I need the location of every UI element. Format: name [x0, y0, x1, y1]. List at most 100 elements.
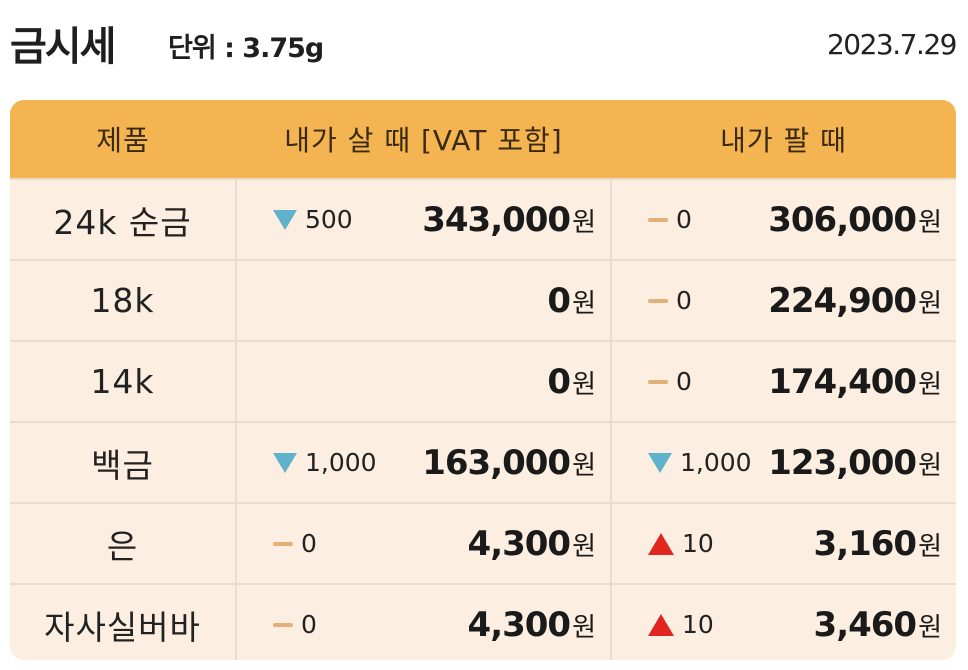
column-header-product: 제품 [10, 100, 236, 179]
buy-price: 0 원 [547, 281, 596, 321]
column-header-sell: 내가 팔 때 [611, 100, 956, 179]
buy-cell: 0 4,300 원 [235, 583, 611, 660]
sell-change-value: 1,000 [680, 448, 752, 477]
sell-price-value: 3,160 [813, 523, 918, 564]
down-triangle-icon [648, 452, 672, 473]
buy-cell: 0 원 [235, 259, 611, 341]
sell-price-value: 306,000 [768, 199, 917, 240]
product-name: 14k [10, 340, 236, 422]
dash-icon [648, 379, 668, 384]
currency-label: 원 [918, 531, 942, 562]
page-title: 금시세 [10, 24, 116, 70]
buy-price: 343,000 원 [422, 200, 596, 240]
up-triangle-icon [648, 532, 674, 555]
currency-label: 원 [918, 450, 942, 481]
table-row: 14k 0 원 0 174,400 원 [10, 340, 956, 422]
product-name: 18k [10, 259, 236, 341]
table-row: 은 0 4,300 원 10 3,160 원 [10, 502, 956, 584]
buy-change: 1,000 [273, 448, 377, 477]
sell-cell: 0 306,000 원 [610, 178, 956, 260]
sell-change-value: 0 [676, 205, 692, 234]
buy-price-value: 4,300 [467, 604, 572, 645]
buy-change-value: 1,000 [305, 448, 377, 477]
currency-label: 원 [572, 612, 596, 643]
sell-price: 3,460 원 [814, 605, 942, 645]
buy-cell: 1,000 163,000 원 [235, 421, 611, 503]
sell-cell: 10 3,160 원 [610, 502, 956, 584]
product-name: 백금 [10, 421, 236, 503]
sell-change: 10 [648, 529, 714, 558]
buy-price-value: 343,000 [422, 199, 571, 240]
buy-change: 500 [273, 205, 353, 234]
down-triangle-icon [273, 209, 297, 230]
dash-icon [273, 541, 293, 546]
price-table: 제품 내가 살 때 [VAT 포함] 내가 팔 때 24k 순금 500 343… [10, 100, 956, 660]
product-name: 자사실버바 [10, 583, 236, 660]
up-triangle-icon [648, 613, 674, 636]
sell-change: 0 [648, 286, 692, 315]
sell-price: 3,160 원 [814, 524, 942, 564]
buy-price: 4,300 원 [468, 524, 596, 564]
sell-price-value: 174,400 [768, 361, 917, 402]
sell-cell: 0 174,400 원 [610, 340, 956, 422]
buy-change: 0 [273, 610, 317, 639]
currency-label: 원 [572, 450, 596, 481]
sell-cell: 1,000 123,000 원 [610, 421, 956, 503]
unit-label: 단위 : 3.75g [168, 33, 324, 64]
dash-icon [648, 217, 668, 222]
sell-price-value: 123,000 [768, 442, 917, 483]
table-row: 24k 순금 500 343,000 원 0 306,000 원 [10, 178, 956, 260]
buy-change: 0 [273, 529, 317, 558]
sell-change-value: 10 [682, 610, 714, 639]
down-triangle-icon [273, 452, 297, 473]
table-header-row: 제품 내가 살 때 [VAT 포함] 내가 팔 때 [10, 100, 956, 179]
sell-change: 0 [648, 367, 692, 396]
buy-change-value: 0 [301, 529, 317, 558]
table-row: 자사실버바 0 4,300 원 10 3,460 원 [10, 583, 956, 660]
currency-label: 원 [572, 369, 596, 400]
sell-price-value: 224,900 [768, 280, 917, 321]
table-row: 백금 1,000 163,000 원 1,000 123,000 원 [10, 421, 956, 503]
sell-price: 174,400 원 [768, 362, 942, 402]
sell-change-value: 0 [676, 367, 692, 396]
sell-change-value: 0 [676, 286, 692, 315]
currency-label: 원 [572, 207, 596, 238]
currency-label: 원 [918, 612, 942, 643]
buy-price: 163,000 원 [422, 443, 596, 483]
product-name: 은 [10, 502, 236, 584]
sell-cell: 0 224,900 원 [610, 259, 956, 341]
currency-label: 원 [572, 531, 596, 562]
product-name: 24k 순금 [10, 178, 236, 260]
sell-price-value: 3,460 [813, 604, 918, 645]
buy-price: 4,300 원 [468, 605, 596, 645]
date-label: 2023.7.29 [826, 28, 958, 61]
buy-cell: 0 원 [235, 340, 611, 422]
currency-label: 원 [918, 369, 942, 400]
sell-cell: 10 3,460 원 [610, 583, 956, 660]
sell-price: 123,000 원 [768, 443, 942, 483]
sell-price: 224,900 원 [768, 281, 942, 321]
sell-change: 10 [648, 610, 714, 639]
page-header: 금시세 단위 : 3.75g 2023.7.29 [0, 0, 968, 90]
buy-cell: 0 4,300 원 [235, 502, 611, 584]
buy-cell: 500 343,000 원 [235, 178, 611, 260]
buy-price-value: 163,000 [422, 442, 571, 483]
buy-price-value: 0 [547, 280, 571, 321]
buy-price-value: 4,300 [467, 523, 572, 564]
table-row: 18k 0 원 0 224,900 원 [10, 259, 956, 341]
currency-label: 원 [918, 288, 942, 319]
dash-icon [648, 298, 668, 303]
sell-price: 306,000 원 [768, 200, 942, 240]
currency-label: 원 [572, 288, 596, 319]
buy-change-value: 0 [301, 610, 317, 639]
buy-price: 0 원 [547, 362, 596, 402]
currency-label: 원 [918, 207, 942, 238]
buy-change-value: 500 [305, 205, 353, 234]
sell-change: 1,000 [648, 448, 752, 477]
sell-change: 0 [648, 205, 692, 234]
dash-icon [273, 622, 293, 627]
column-header-buy: 내가 살 때 [VAT 포함] [236, 100, 611, 179]
sell-change-value: 10 [682, 529, 714, 558]
buy-price-value: 0 [547, 361, 571, 402]
price-table-container: 제품 내가 살 때 [VAT 포함] 내가 팔 때 24k 순금 500 343… [10, 100, 956, 660]
